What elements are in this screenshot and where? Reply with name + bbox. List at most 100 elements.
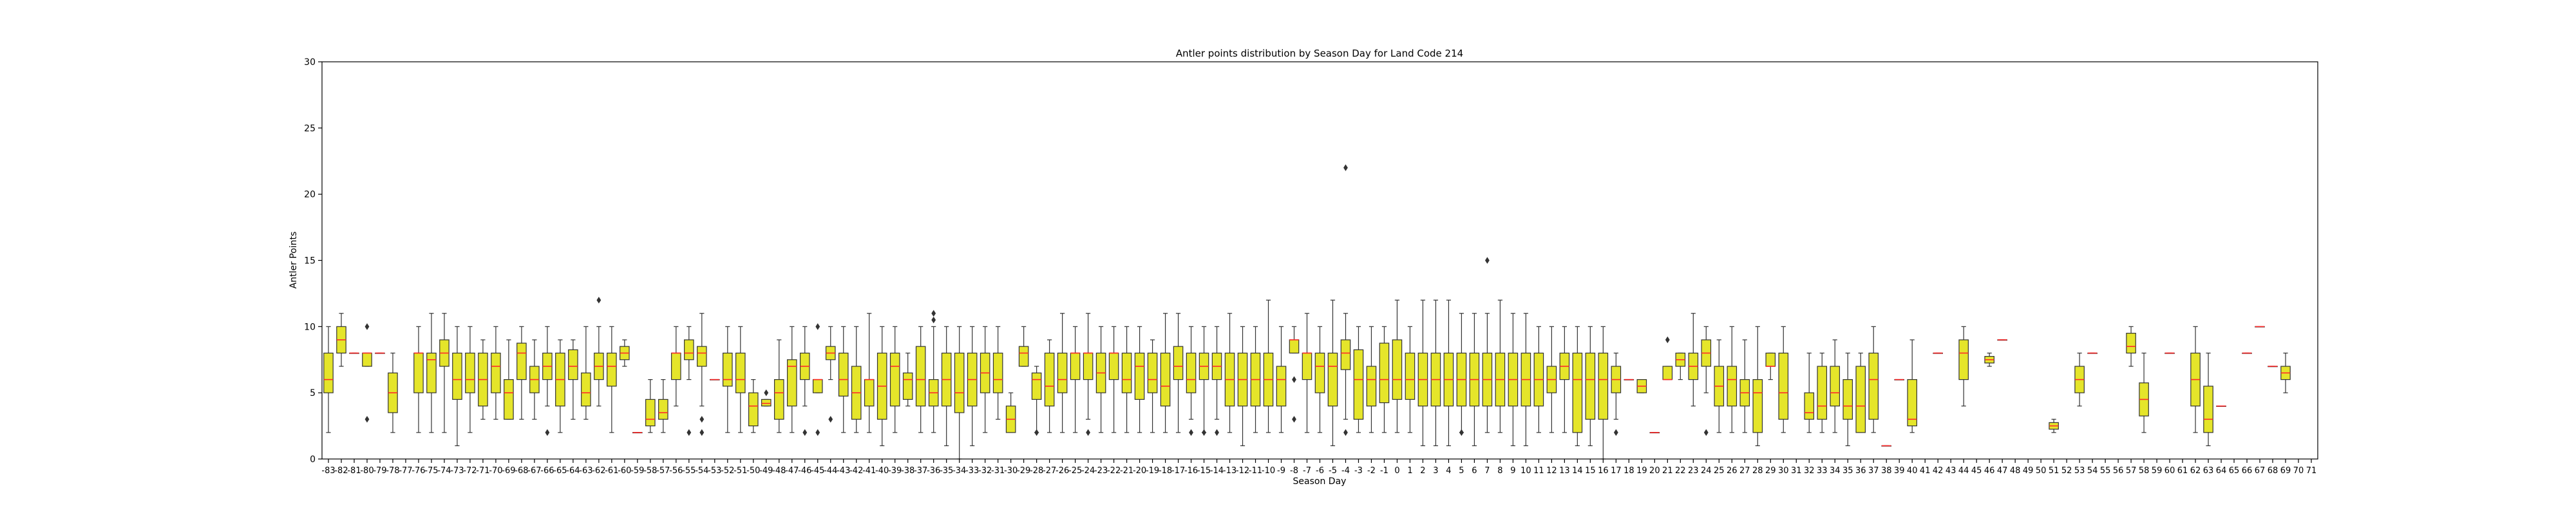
x-tick-label: -19 [1146, 466, 1159, 476]
x-tick-label: 35 [1842, 466, 1853, 476]
box [722, 352, 733, 387]
x-tick-label: -12 [1236, 466, 1249, 476]
box [1083, 352, 1094, 380]
x-tick-label: -32 [978, 466, 992, 476]
box [889, 352, 900, 407]
x-tick-label: -18 [1159, 466, 1172, 476]
box-group [902, 352, 913, 407]
x-tick-label: -4 [1341, 466, 1350, 476]
box [1752, 379, 1763, 433]
box [684, 339, 694, 360]
box [1160, 352, 1171, 407]
box-group [2139, 352, 2149, 433]
box-group [2203, 352, 2213, 447]
box [1765, 352, 1776, 367]
box [1057, 352, 1068, 393]
x-tick-label: -25 [1068, 466, 1082, 476]
x-tick-label: -1 [1380, 466, 1388, 476]
x-tick-label: 15 [1585, 466, 1596, 476]
x-tick-label: -15 [1197, 466, 1211, 476]
x-tick-label: 55 [2100, 466, 2111, 476]
chart-title: Antler points distribution by Season Day… [1176, 48, 1463, 59]
x-tick-label: -22 [1107, 466, 1121, 476]
box [773, 379, 784, 420]
box-group [876, 326, 887, 447]
x-tick-label: -31 [991, 466, 1005, 476]
box-group [413, 326, 424, 433]
box-group [465, 326, 475, 433]
outlier-point [545, 429, 550, 436]
outlier-point [1343, 429, 1348, 436]
box-group [1765, 352, 1776, 380]
box-group [1057, 313, 1068, 433]
box [812, 379, 823, 393]
x-tick-label: 54 [2087, 466, 2098, 476]
x-tick-label: 43 [1946, 466, 1956, 476]
outlier-point [931, 316, 936, 324]
box [1314, 352, 1325, 393]
box-group [1186, 326, 1197, 436]
box [915, 346, 926, 407]
box-group [1984, 352, 1994, 367]
x-tick-label: 57 [2126, 466, 2137, 476]
x-tick-label: 42 [1933, 466, 1944, 476]
box-group [2280, 352, 2291, 393]
box-group [1520, 313, 1531, 447]
box-group [1598, 326, 1609, 460]
x-tick-label: -65 [553, 466, 567, 476]
x-tick-label: -59 [630, 466, 644, 476]
outlier-point [1703, 429, 1709, 436]
box-group [1611, 352, 1622, 436]
x-tick-label: -51 [734, 466, 747, 476]
x-tick-label: 26 [1727, 466, 1738, 476]
box [1070, 352, 1081, 380]
box [658, 398, 668, 420]
x-tick-label: -73 [450, 466, 464, 476]
box-group [1044, 339, 1055, 433]
box [1044, 352, 1055, 407]
box-group [735, 326, 746, 433]
x-tick-label: -29 [1017, 466, 1030, 476]
box-group [1147, 339, 1158, 433]
x-tick-label: -2 [1367, 466, 1376, 476]
box-group [1366, 326, 1377, 433]
x-tick-label: 0 [1394, 466, 1399, 476]
x-tick-label: 50 [2036, 466, 2047, 476]
box-group [671, 326, 681, 407]
x-tick-label: -62 [592, 466, 605, 476]
x-tick-label: 69 [2280, 466, 2291, 476]
x-tick-label: 40 [1907, 466, 1918, 476]
box [452, 352, 462, 400]
x-tick-label: -57 [656, 466, 670, 476]
outlier-point [699, 429, 705, 436]
box [1173, 346, 1184, 380]
box [426, 352, 437, 393]
x-tick-label: 47 [1997, 466, 2008, 476]
x-tick-label: 22 [1675, 466, 1686, 476]
x-tick-label: 60 [2164, 466, 2175, 476]
x-tick-label: -64 [566, 466, 580, 476]
x-tick-label: -28 [1030, 466, 1043, 476]
x-tick-label: -17 [1171, 466, 1185, 476]
x-tick-label: -50 [746, 466, 760, 476]
box-group [684, 326, 694, 436]
x-tick-label: 65 [2229, 466, 2240, 476]
x-tick-label: -14 [1210, 466, 1224, 476]
box-group [504, 339, 514, 420]
outlier-point [1189, 429, 1193, 436]
x-tick-label: 59 [2152, 466, 2163, 476]
x-tick-label: 18 [1624, 466, 1634, 476]
box-group [491, 326, 501, 420]
x-axis: -83-82-81-80-79-78-77-76-75-74-73-72-71-… [321, 459, 2316, 476]
x-tick-label: -5 [1329, 466, 1337, 476]
outlier-point [1459, 429, 1464, 436]
box [1572, 352, 1583, 433]
x-tick-label: 20 [1649, 466, 1660, 476]
box-group [529, 339, 540, 420]
box-group [980, 326, 990, 433]
x-tick-label: -54 [695, 466, 708, 476]
x-tick-label: -60 [618, 466, 631, 476]
box-group [568, 339, 578, 420]
x-tick-label: 61 [2177, 466, 2188, 476]
x-tick-label: 58 [2139, 466, 2150, 476]
